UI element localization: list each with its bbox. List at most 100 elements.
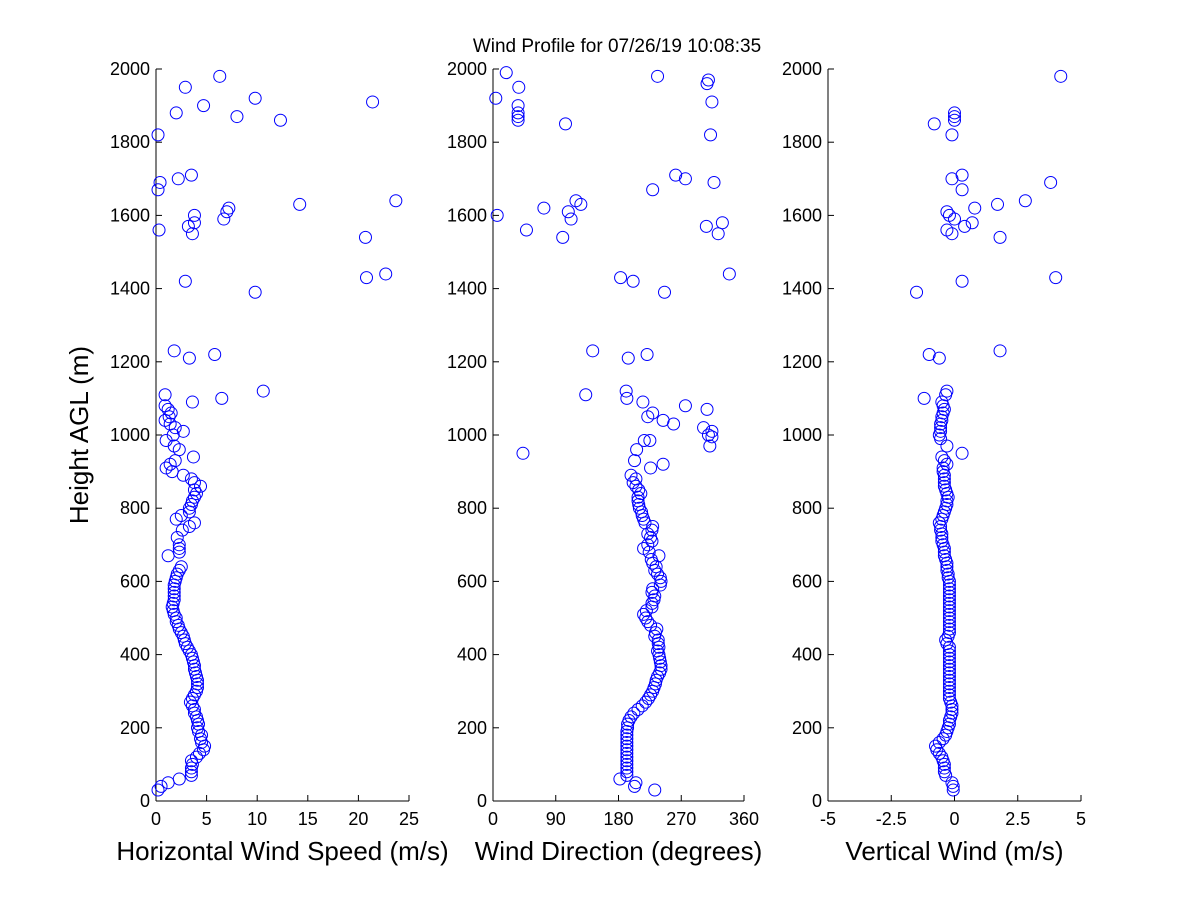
direction-data-point bbox=[658, 285, 672, 299]
vertical-data-point bbox=[939, 728, 953, 742]
vertical-data-point bbox=[942, 681, 956, 695]
speed-x-tick-label: 25 bbox=[399, 809, 419, 829]
direction-data-point bbox=[636, 395, 650, 409]
vertical-data-point bbox=[942, 677, 956, 691]
direction-data-point bbox=[620, 735, 634, 749]
direction-data-point bbox=[648, 589, 662, 603]
direction-data-point bbox=[631, 703, 645, 716]
speed-y-tick-label: 1400 bbox=[110, 279, 150, 299]
vertical-y-tick-label: 0 bbox=[812, 791, 822, 811]
vertical-data-point bbox=[942, 607, 956, 621]
vertical-data-point bbox=[942, 626, 956, 640]
speed-data-point bbox=[190, 681, 204, 695]
speed-data-point bbox=[184, 168, 198, 182]
vertical-data-point bbox=[942, 604, 956, 618]
vertical-data-point bbox=[942, 673, 956, 687]
direction-data-point bbox=[622, 713, 636, 727]
vertical-y-tick-label: 2000 bbox=[782, 59, 822, 79]
speed-x-tick-label: 20 bbox=[348, 809, 368, 829]
speed-data-point bbox=[273, 113, 287, 127]
vertical-data-point bbox=[935, 534, 949, 548]
direction-data-point bbox=[678, 172, 692, 186]
speed-x-tick-label: 5 bbox=[202, 809, 212, 829]
direction-y-tick-label: 1600 bbox=[447, 205, 487, 225]
direction-data-point bbox=[701, 73, 715, 87]
speed-y-tick-label: 1200 bbox=[110, 352, 150, 372]
direction-x-tick-label: 0 bbox=[488, 809, 498, 829]
direction-y-tick-label: 800 bbox=[457, 498, 487, 518]
vertical-data-point bbox=[993, 230, 1007, 244]
speed-data-point bbox=[171, 172, 185, 186]
vertical-data-point bbox=[941, 490, 955, 504]
vertical-data-point bbox=[948, 110, 961, 124]
direction-x-tick-label: 90 bbox=[546, 809, 566, 829]
vertical-data-point bbox=[934, 432, 948, 446]
speed-data-point bbox=[197, 99, 211, 113]
speed-x-tick-label: 15 bbox=[298, 809, 318, 829]
vertical-x-tick-label: 2.5 bbox=[1005, 809, 1030, 829]
speed-data-point bbox=[184, 472, 198, 486]
vertical-data-point bbox=[932, 746, 946, 760]
speed-data-point bbox=[167, 344, 181, 358]
vertical-data-point bbox=[932, 516, 946, 530]
direction-data-point bbox=[620, 391, 634, 405]
vertical-y-tick-label: 1000 bbox=[782, 425, 822, 445]
direction-data-point bbox=[645, 596, 659, 610]
wind-direction-panel: 0 200 400 600 800 1000 1200 1400 1600 1800 2000 0 90… bbox=[447, 59, 762, 866]
direction-data-point bbox=[646, 183, 660, 197]
vertical-y-tick-label: 1600 bbox=[782, 205, 822, 225]
direction-data-point bbox=[561, 205, 575, 219]
direction-data-point bbox=[559, 117, 573, 131]
direction-data-point bbox=[641, 410, 655, 424]
speed-data-point bbox=[178, 274, 192, 288]
vertical-wind-panel: 0 200 400 600 800 1000 1200 1400 1600 1800 2000 -5 -… bbox=[782, 59, 1086, 866]
vertical-data-point bbox=[948, 113, 961, 127]
speed-data-point bbox=[167, 585, 181, 599]
direction-data-point bbox=[624, 468, 638, 482]
vertical-x-tick-label: -2.5 bbox=[876, 809, 907, 829]
direction-data-point bbox=[644, 461, 658, 475]
vertical-y-tick-label: 1200 bbox=[782, 352, 822, 372]
speed-data-point bbox=[186, 450, 200, 464]
speed-data-point bbox=[184, 648, 198, 662]
vertical-data-point bbox=[942, 208, 956, 222]
direction-data-point bbox=[579, 388, 593, 402]
vertical-data-point bbox=[1049, 271, 1063, 285]
speed-data-point bbox=[152, 223, 166, 237]
vertical-data-point bbox=[940, 724, 954, 738]
speed-data-point bbox=[153, 175, 167, 189]
direction-data-point bbox=[704, 128, 718, 142]
speed-data-point bbox=[172, 563, 186, 577]
direction-data-point bbox=[628, 454, 642, 468]
speed-data-point bbox=[230, 110, 244, 124]
speed-data-point bbox=[158, 399, 172, 413]
direction-data-point bbox=[705, 430, 719, 444]
speed-data-point bbox=[220, 205, 234, 219]
direction-x-axis-label: Wind Direction (degrees) bbox=[475, 836, 763, 866]
direction-data-point bbox=[624, 710, 638, 724]
direction-data-point bbox=[705, 424, 719, 438]
vertical-data-point bbox=[936, 399, 950, 413]
vertical-data-point bbox=[917, 391, 931, 405]
direction-x-tick-label: 270 bbox=[666, 809, 696, 829]
speed-y-axis-label: Height AGL (m) bbox=[64, 346, 94, 524]
vertical-data-point bbox=[942, 611, 956, 625]
vertical-data-point bbox=[939, 388, 953, 402]
vertical-data-point bbox=[940, 498, 954, 512]
direction-y-tick-label: 0 bbox=[477, 791, 487, 811]
direction-y-tick-label: 1400 bbox=[447, 279, 487, 299]
vertical-data-point bbox=[942, 670, 956, 684]
direction-data-point bbox=[707, 175, 721, 189]
vertical-data-point bbox=[936, 406, 950, 420]
vertical-data-point bbox=[937, 402, 951, 416]
speed-data-point bbox=[176, 468, 190, 482]
vertical-data-point bbox=[965, 216, 979, 230]
direction-data-point bbox=[511, 113, 525, 127]
direction-y-tick-label: 200 bbox=[457, 718, 487, 738]
vertical-data-point bbox=[936, 732, 950, 746]
direction-data-point bbox=[640, 347, 654, 361]
speed-data-point bbox=[379, 267, 393, 281]
direction-y-tick-label: 1000 bbox=[447, 425, 487, 445]
vertical-data-point bbox=[940, 223, 954, 237]
direction-data-point bbox=[490, 208, 504, 222]
